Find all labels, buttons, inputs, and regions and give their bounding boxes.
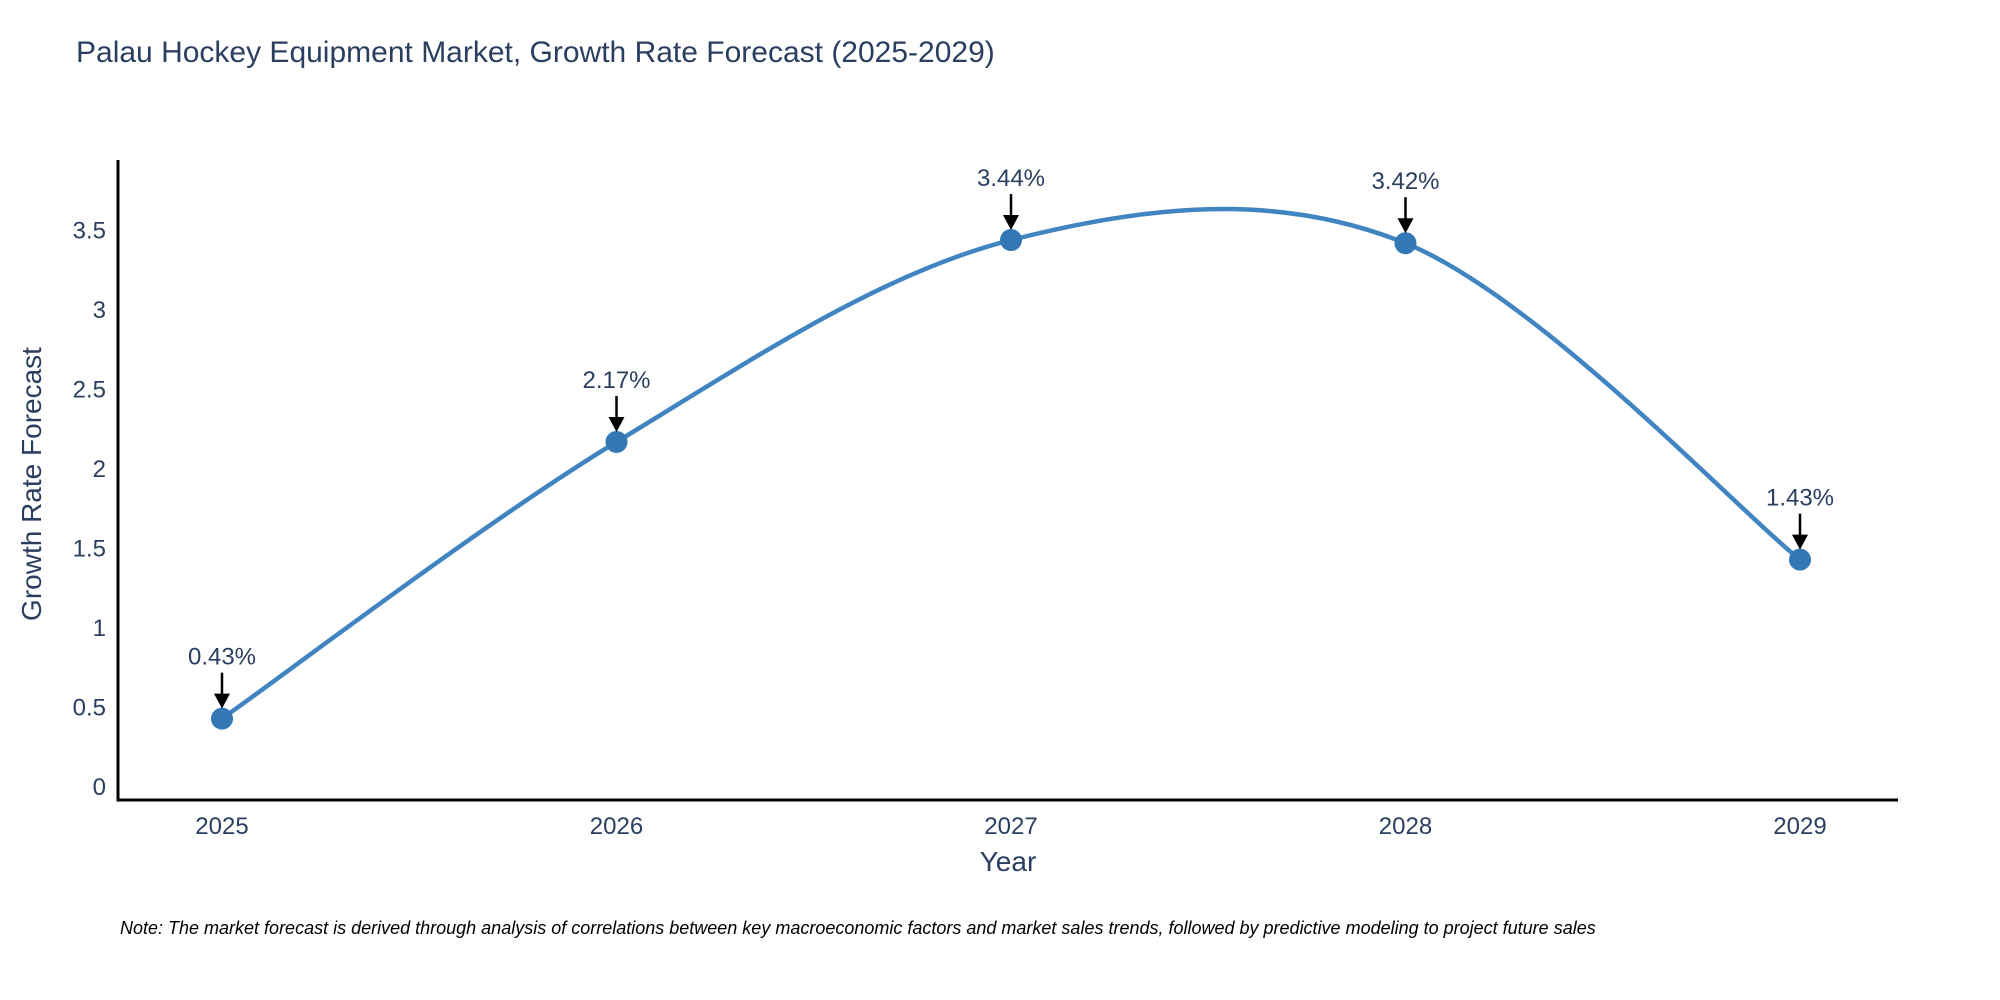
annotation-arrowhead bbox=[1397, 218, 1414, 234]
data-point-marker[interactable] bbox=[605, 430, 628, 453]
data-point-marker[interactable] bbox=[1000, 229, 1022, 252]
x-axis-tick-label: 2027 bbox=[984, 813, 1037, 840]
annotation-arrowhead bbox=[1792, 534, 1808, 550]
y-axis-tick-label: 2.5 bbox=[73, 377, 106, 404]
data-point-marker[interactable] bbox=[211, 707, 233, 730]
annotation-label: 3.44% bbox=[977, 165, 1045, 192]
annotation-arrowhead bbox=[214, 693, 230, 709]
y-axis-tick-label: 2 bbox=[93, 456, 106, 483]
trend-line bbox=[219, 206, 1803, 721]
annotation-arrowhead bbox=[1003, 215, 1019, 231]
x-axis-tick-label: 2029 bbox=[1773, 813, 1826, 840]
x-axis-title: Year bbox=[979, 846, 1037, 877]
annotation-label: 3.42% bbox=[1371, 168, 1439, 195]
x-axis-tick-label: 2028 bbox=[1379, 813, 1432, 840]
y-axis-tick-label: 1 bbox=[93, 615, 106, 642]
data-point-marker[interactable] bbox=[1394, 232, 1417, 255]
y-axis-title: Growth Rate Forecast bbox=[16, 347, 47, 621]
y-axis-tick-label: 0 bbox=[93, 774, 106, 801]
footnote: Note: The market forecast is derived thr… bbox=[120, 918, 1596, 938]
annotation-label: 0.43% bbox=[188, 644, 256, 671]
y-axis-tick-label: 1.5 bbox=[73, 536, 106, 563]
y-axis-tick-label: 3 bbox=[93, 297, 106, 324]
y-axis-tick-label: 0.5 bbox=[73, 695, 106, 722]
y-axis-tick-label: 3.5 bbox=[73, 218, 106, 245]
x-axis-tick-label: 2026 bbox=[590, 813, 643, 840]
x-axis-tick-label: 2025 bbox=[195, 813, 248, 840]
annotation-label: 2.17% bbox=[582, 367, 650, 394]
annotation-arrowhead bbox=[608, 416, 625, 432]
data-point-marker[interactable] bbox=[1789, 548, 1811, 571]
chart-title: Palau Hockey Equipment Market, Growth Ra… bbox=[76, 36, 995, 69]
annotation-label: 1.43% bbox=[1766, 485, 1834, 512]
